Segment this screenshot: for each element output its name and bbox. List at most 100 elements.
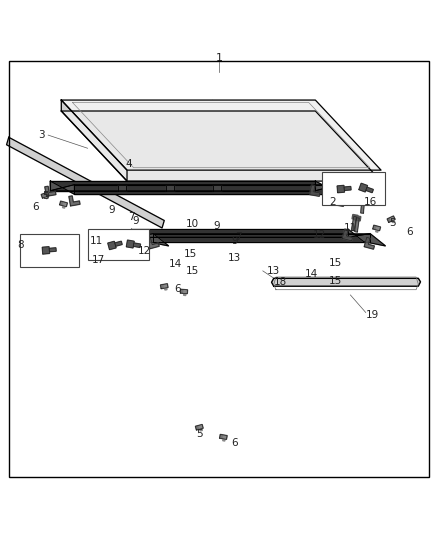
Polygon shape bbox=[131, 233, 154, 237]
Polygon shape bbox=[224, 233, 247, 237]
Text: 6: 6 bbox=[32, 202, 39, 212]
Polygon shape bbox=[373, 225, 381, 231]
Text: 9: 9 bbox=[213, 221, 220, 231]
Polygon shape bbox=[96, 232, 101, 246]
Text: 6: 6 bbox=[231, 438, 238, 448]
Polygon shape bbox=[108, 241, 116, 249]
Polygon shape bbox=[61, 100, 127, 181]
Bar bbox=[20, 233, 79, 266]
Text: 10: 10 bbox=[186, 219, 199, 229]
Polygon shape bbox=[50, 184, 75, 191]
Polygon shape bbox=[180, 289, 187, 294]
Polygon shape bbox=[257, 184, 282, 191]
Polygon shape bbox=[133, 243, 141, 247]
Polygon shape bbox=[50, 181, 315, 191]
Text: 12: 12 bbox=[313, 230, 326, 240]
Polygon shape bbox=[348, 233, 371, 237]
Polygon shape bbox=[223, 436, 226, 441]
Polygon shape bbox=[168, 184, 193, 191]
Polygon shape bbox=[310, 185, 320, 196]
Polygon shape bbox=[272, 278, 420, 286]
Polygon shape bbox=[213, 184, 221, 191]
Polygon shape bbox=[376, 227, 379, 232]
Text: 6: 6 bbox=[406, 228, 413, 237]
Text: 14: 14 bbox=[169, 260, 182, 269]
Text: 14: 14 bbox=[304, 269, 318, 279]
Text: 5: 5 bbox=[196, 429, 203, 439]
Polygon shape bbox=[219, 434, 227, 439]
Polygon shape bbox=[360, 197, 366, 202]
Polygon shape bbox=[126, 231, 137, 241]
Text: 16: 16 bbox=[364, 197, 377, 207]
Polygon shape bbox=[115, 241, 122, 246]
Text: 19: 19 bbox=[366, 310, 379, 320]
Polygon shape bbox=[227, 184, 252, 191]
Polygon shape bbox=[45, 193, 49, 199]
Polygon shape bbox=[162, 233, 185, 237]
Polygon shape bbox=[118, 184, 126, 191]
Polygon shape bbox=[348, 229, 385, 246]
Polygon shape bbox=[355, 218, 359, 232]
Text: 2: 2 bbox=[329, 197, 336, 207]
Polygon shape bbox=[166, 184, 173, 191]
Polygon shape bbox=[391, 217, 395, 223]
Polygon shape bbox=[60, 201, 67, 207]
Polygon shape bbox=[337, 185, 344, 193]
Polygon shape bbox=[343, 229, 353, 241]
Polygon shape bbox=[352, 214, 358, 220]
Text: 15: 15 bbox=[186, 266, 199, 276]
Polygon shape bbox=[7, 138, 164, 228]
Polygon shape bbox=[61, 100, 381, 170]
Polygon shape bbox=[199, 425, 202, 431]
Text: 15: 15 bbox=[328, 258, 342, 268]
Text: 17: 17 bbox=[92, 255, 105, 265]
Polygon shape bbox=[80, 184, 105, 191]
Text: 9: 9 bbox=[132, 215, 139, 225]
Polygon shape bbox=[160, 284, 168, 289]
Polygon shape bbox=[255, 233, 278, 237]
Polygon shape bbox=[351, 216, 357, 231]
Polygon shape bbox=[131, 229, 348, 237]
Text: 13: 13 bbox=[267, 266, 280, 276]
Polygon shape bbox=[198, 184, 223, 191]
Text: 9: 9 bbox=[108, 205, 115, 215]
Polygon shape bbox=[49, 248, 56, 252]
Text: 3: 3 bbox=[38, 130, 45, 140]
Polygon shape bbox=[286, 184, 311, 191]
Polygon shape bbox=[95, 230, 101, 236]
Polygon shape bbox=[184, 290, 186, 295]
Text: 15: 15 bbox=[184, 249, 197, 259]
Polygon shape bbox=[148, 239, 159, 249]
Text: 11: 11 bbox=[344, 223, 357, 233]
Polygon shape bbox=[63, 203, 66, 208]
Text: 4: 4 bbox=[126, 159, 133, 168]
Polygon shape bbox=[93, 232, 99, 246]
Polygon shape bbox=[69, 196, 80, 206]
Polygon shape bbox=[355, 216, 361, 221]
Polygon shape bbox=[193, 233, 216, 237]
Polygon shape bbox=[50, 181, 74, 194]
Text: 12: 12 bbox=[138, 246, 151, 256]
Text: 11: 11 bbox=[90, 236, 103, 246]
Polygon shape bbox=[45, 186, 56, 196]
Polygon shape bbox=[74, 184, 339, 194]
Text: 8: 8 bbox=[17, 240, 24, 251]
Bar bbox=[322, 172, 385, 205]
Text: 13: 13 bbox=[228, 253, 241, 263]
Text: 9: 9 bbox=[231, 236, 238, 246]
Polygon shape bbox=[42, 247, 49, 254]
Polygon shape bbox=[139, 184, 164, 191]
Text: 1: 1 bbox=[215, 53, 223, 63]
Text: 5: 5 bbox=[389, 217, 396, 228]
Polygon shape bbox=[315, 181, 339, 194]
Polygon shape bbox=[359, 183, 367, 192]
Text: 15: 15 bbox=[328, 276, 342, 286]
Text: 7: 7 bbox=[235, 232, 242, 242]
Polygon shape bbox=[61, 111, 381, 181]
Polygon shape bbox=[164, 285, 167, 290]
Text: 5: 5 bbox=[42, 191, 49, 201]
Text: 6: 6 bbox=[174, 284, 181, 294]
Polygon shape bbox=[41, 192, 49, 198]
Polygon shape bbox=[131, 229, 169, 246]
Polygon shape bbox=[286, 233, 309, 237]
